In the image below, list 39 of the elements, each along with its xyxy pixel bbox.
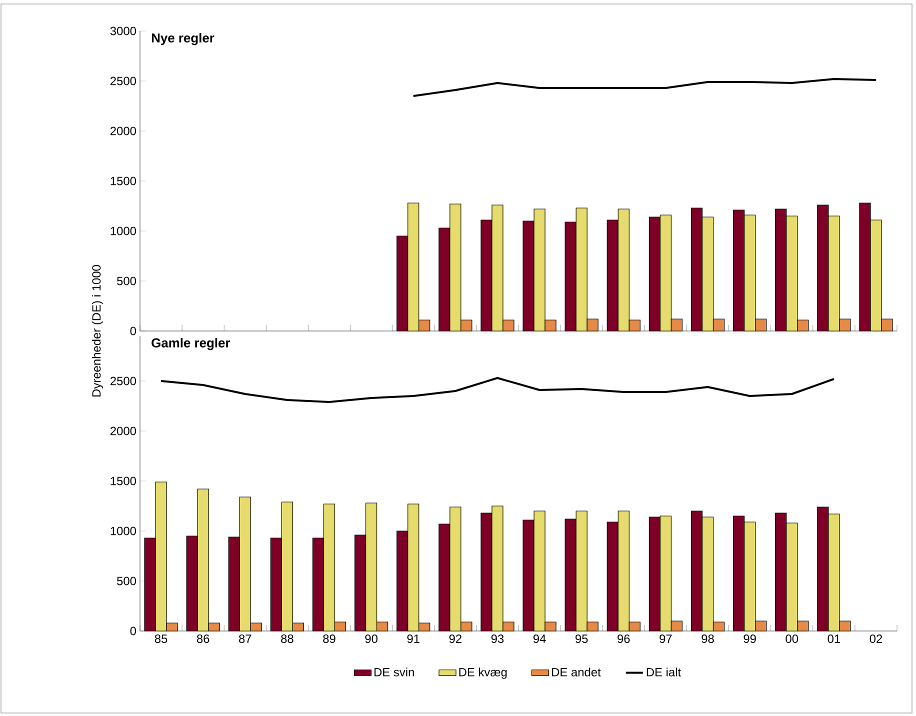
y-tick-label: 1500 xyxy=(110,476,136,486)
y-tick-label: 500 xyxy=(117,276,136,286)
x-tick-label: 88 xyxy=(281,634,294,643)
y-tick-label: 2500 xyxy=(110,376,136,386)
chart-title: Gamle regler xyxy=(152,338,230,350)
x-tick-label: 96 xyxy=(618,634,630,643)
x-tick-label: 85 xyxy=(154,634,168,643)
y-tick-label: 500 xyxy=(117,576,136,586)
x-tick-label: 92 xyxy=(449,634,462,643)
y-tick-label: 1000 xyxy=(110,526,136,536)
x-tick-label: 89 xyxy=(323,634,336,643)
x-tick-label: 90 xyxy=(365,634,378,643)
x-tick-label: 91 xyxy=(407,634,420,643)
y-tick-label: 2500 xyxy=(110,76,136,86)
chart-title: Nye regler xyxy=(152,33,214,46)
x-tick-label: 99 xyxy=(744,634,756,643)
x-tick-label: 95 xyxy=(576,634,588,643)
x-tick-label: 97 xyxy=(660,634,672,643)
y-tick-label: 0 xyxy=(130,326,136,336)
line-series xyxy=(160,376,835,403)
x-tick-label: 98 xyxy=(702,634,714,643)
y-tick-label: 0 xyxy=(130,626,136,636)
y-tick-label: 2000 xyxy=(110,126,136,136)
x-tick-label: 94 xyxy=(533,634,546,643)
x-tick-label: 93 xyxy=(491,634,504,643)
y-tick-label: 1000 xyxy=(110,226,136,236)
x-tick-label: 02 xyxy=(870,634,882,643)
legend-label: DE ialt xyxy=(646,668,681,676)
x-tick-label: 00 xyxy=(786,634,798,643)
y-tick-label: 3000 xyxy=(110,26,136,36)
y-tick-label: 1500 xyxy=(110,176,136,186)
legend-label: DE andet xyxy=(552,668,601,676)
x-tick-label: 87 xyxy=(239,634,252,643)
y-axis-title: Dyreenheder (DE) i 1000 xyxy=(92,265,104,396)
x-tick-label: 86 xyxy=(196,634,210,643)
legend-label: DE svin xyxy=(374,668,414,676)
x-tick-label: 01 xyxy=(828,634,840,643)
legend-label: DE kvæg xyxy=(459,668,507,679)
y-tick-label: 2000 xyxy=(110,426,136,436)
